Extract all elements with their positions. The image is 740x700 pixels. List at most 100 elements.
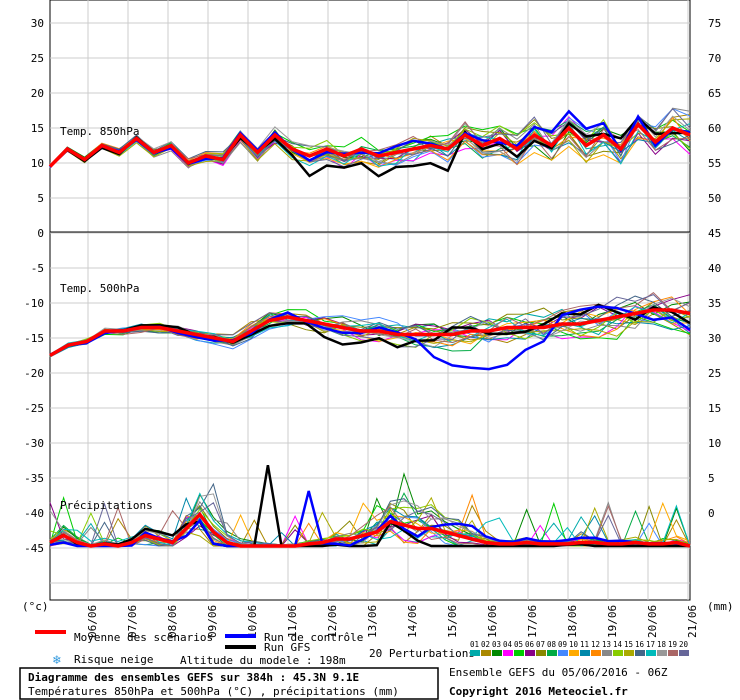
- perturbation-swatch: [470, 650, 480, 656]
- series-layer: [48, 107, 691, 548]
- footer-title-box: [19, 667, 439, 700]
- gfs-run-line: [49, 303, 691, 357]
- perturbation-number: 02: [481, 640, 490, 649]
- perturbation-number: 17: [646, 640, 655, 649]
- x-tick: 21/06: [686, 605, 699, 638]
- y-tick-left: -10: [24, 297, 44, 310]
- perturbation-swatch: [481, 650, 491, 656]
- perturbation-number: 09: [558, 640, 567, 649]
- perturbation-number: 01: [470, 640, 479, 649]
- y-tick-left: -20: [24, 367, 44, 380]
- right-unit: (mm): [707, 600, 734, 613]
- perturbation-line: [49, 504, 691, 547]
- perturbation-swatch: [602, 650, 612, 656]
- y-tick-left: 25: [31, 52, 44, 65]
- x-tick: 09/06: [206, 605, 219, 638]
- mean-line: [48, 121, 691, 168]
- perturbation-swatch: [547, 650, 557, 656]
- perturbation-swatch: [613, 650, 623, 656]
- y-tick-left: 5: [37, 192, 44, 205]
- x-tick: 15/06: [446, 605, 459, 638]
- x-tick: 06/06: [86, 605, 99, 638]
- perturbation-swatch: [492, 650, 502, 656]
- perturbation-swatch: [536, 650, 546, 656]
- perturbation-number: 04: [503, 640, 513, 649]
- footer-ensemble-info: Ensemble GEFS du 05/06/2016 - 06Z: [449, 666, 668, 679]
- perturbation-swatch: [580, 650, 590, 656]
- y-tick-left: -30: [24, 437, 44, 450]
- left-unit: (°c): [22, 600, 49, 613]
- perturbation-line: [49, 107, 691, 169]
- perturbation-number: 13: [602, 640, 611, 649]
- perturbation-number: 14: [613, 640, 623, 649]
- y-tick-left: -45: [24, 542, 44, 555]
- y-tick-left: 20: [31, 87, 44, 100]
- y-tick-left: -35: [24, 472, 44, 485]
- x-tick: 08/06: [166, 605, 179, 638]
- x-tick: 19/06: [606, 605, 619, 638]
- x-tick: 12/06: [326, 605, 339, 638]
- perturbation-number: 18: [657, 640, 667, 649]
- x-tick: 10/06: [246, 605, 259, 638]
- panel-label-500: Temp. 500hPa: [60, 282, 139, 295]
- perturbation-swatch: [668, 650, 678, 656]
- perturbation-swatch: [624, 650, 634, 656]
- x-tick: 17/06: [526, 605, 539, 638]
- panel-label-precip: Précipitations: [60, 499, 153, 512]
- y-tick-right: 5: [708, 472, 715, 485]
- panel-label-850: Temp. 850hPa: [60, 125, 139, 138]
- perturbation-number: 08: [547, 640, 557, 649]
- mean-line: [49, 511, 691, 548]
- y-tick-left: -25: [24, 402, 44, 415]
- perturbation-swatch: [569, 650, 579, 656]
- legend-gfs-label: Run GFS: [264, 641, 310, 654]
- perturbation-swatch: [525, 650, 535, 656]
- perturbation-number: 20: [679, 640, 689, 649]
- perturbation-number: 16: [635, 640, 645, 649]
- y-tick-right: 35: [708, 297, 721, 310]
- perturbation-swatch: [657, 650, 667, 656]
- y-tick-left: 15: [31, 122, 44, 135]
- perturbation-number: 15: [624, 640, 633, 649]
- y-tick-right: 70: [708, 52, 721, 65]
- y-tick-right: 60: [708, 122, 721, 135]
- perturbation-swatch: [635, 650, 645, 656]
- footer-title: Diagramme des ensembles GEFS sur 384h : …: [28, 671, 359, 684]
- y-tick-right: 40: [708, 262, 721, 275]
- plot-frame: [49, 0, 691, 601]
- footer-subtitle: Températures 850hPa et 500hPa (°C) , pré…: [28, 685, 399, 698]
- perturbation-swatch: [503, 650, 513, 656]
- x-tick: 16/06: [486, 605, 499, 638]
- snowflake-icon: ❄: [52, 653, 61, 668]
- legend-snow-label: Risque neige: [74, 653, 153, 666]
- perturbation-swatch: [591, 650, 601, 656]
- x-tick: 20/06: [646, 605, 659, 638]
- y-tick-right: 50: [708, 192, 721, 205]
- y-tick-left: 30: [31, 17, 44, 30]
- perturbation-number: 06: [525, 640, 535, 649]
- tick-layer: 302520151050757065605550-5-10-15-20-2545…: [24, 17, 721, 638]
- y-tick-left: 10: [31, 157, 44, 170]
- y-tick-right: 25: [708, 367, 721, 380]
- perturbation-number: 05: [514, 640, 523, 649]
- x-tick: 18/06: [566, 605, 579, 638]
- x-tick: 07/06: [126, 605, 139, 638]
- footer-copyright: Copyright 2016 Meteociel.fr: [449, 685, 628, 698]
- y-tick-right: 30: [708, 332, 721, 345]
- perturbation-swatch: [558, 650, 568, 656]
- x-tick: 13/06: [366, 605, 379, 638]
- perturbation-number: 11: [580, 640, 589, 649]
- perturbation-line: [49, 118, 691, 168]
- legend-altitude: Altitude du modele : 198m: [180, 654, 346, 667]
- perturbation-number: 19: [668, 640, 677, 649]
- mean-line: [49, 308, 691, 358]
- gfs-run-line: [49, 464, 690, 548]
- y-tick-right: 75: [708, 17, 721, 30]
- perturbation-number: 10: [569, 640, 579, 649]
- perturbation-swatches: 01 02 03 04 05 06 07 08 09 10 11 12 13 14 15 16 17 18 19 20: [470, 640, 689, 656]
- perturbation-swatch: [646, 650, 656, 656]
- x-tick: 11/06: [286, 605, 299, 638]
- y-tick-right: 65: [708, 87, 721, 100]
- x-tick: 14/06: [406, 605, 419, 638]
